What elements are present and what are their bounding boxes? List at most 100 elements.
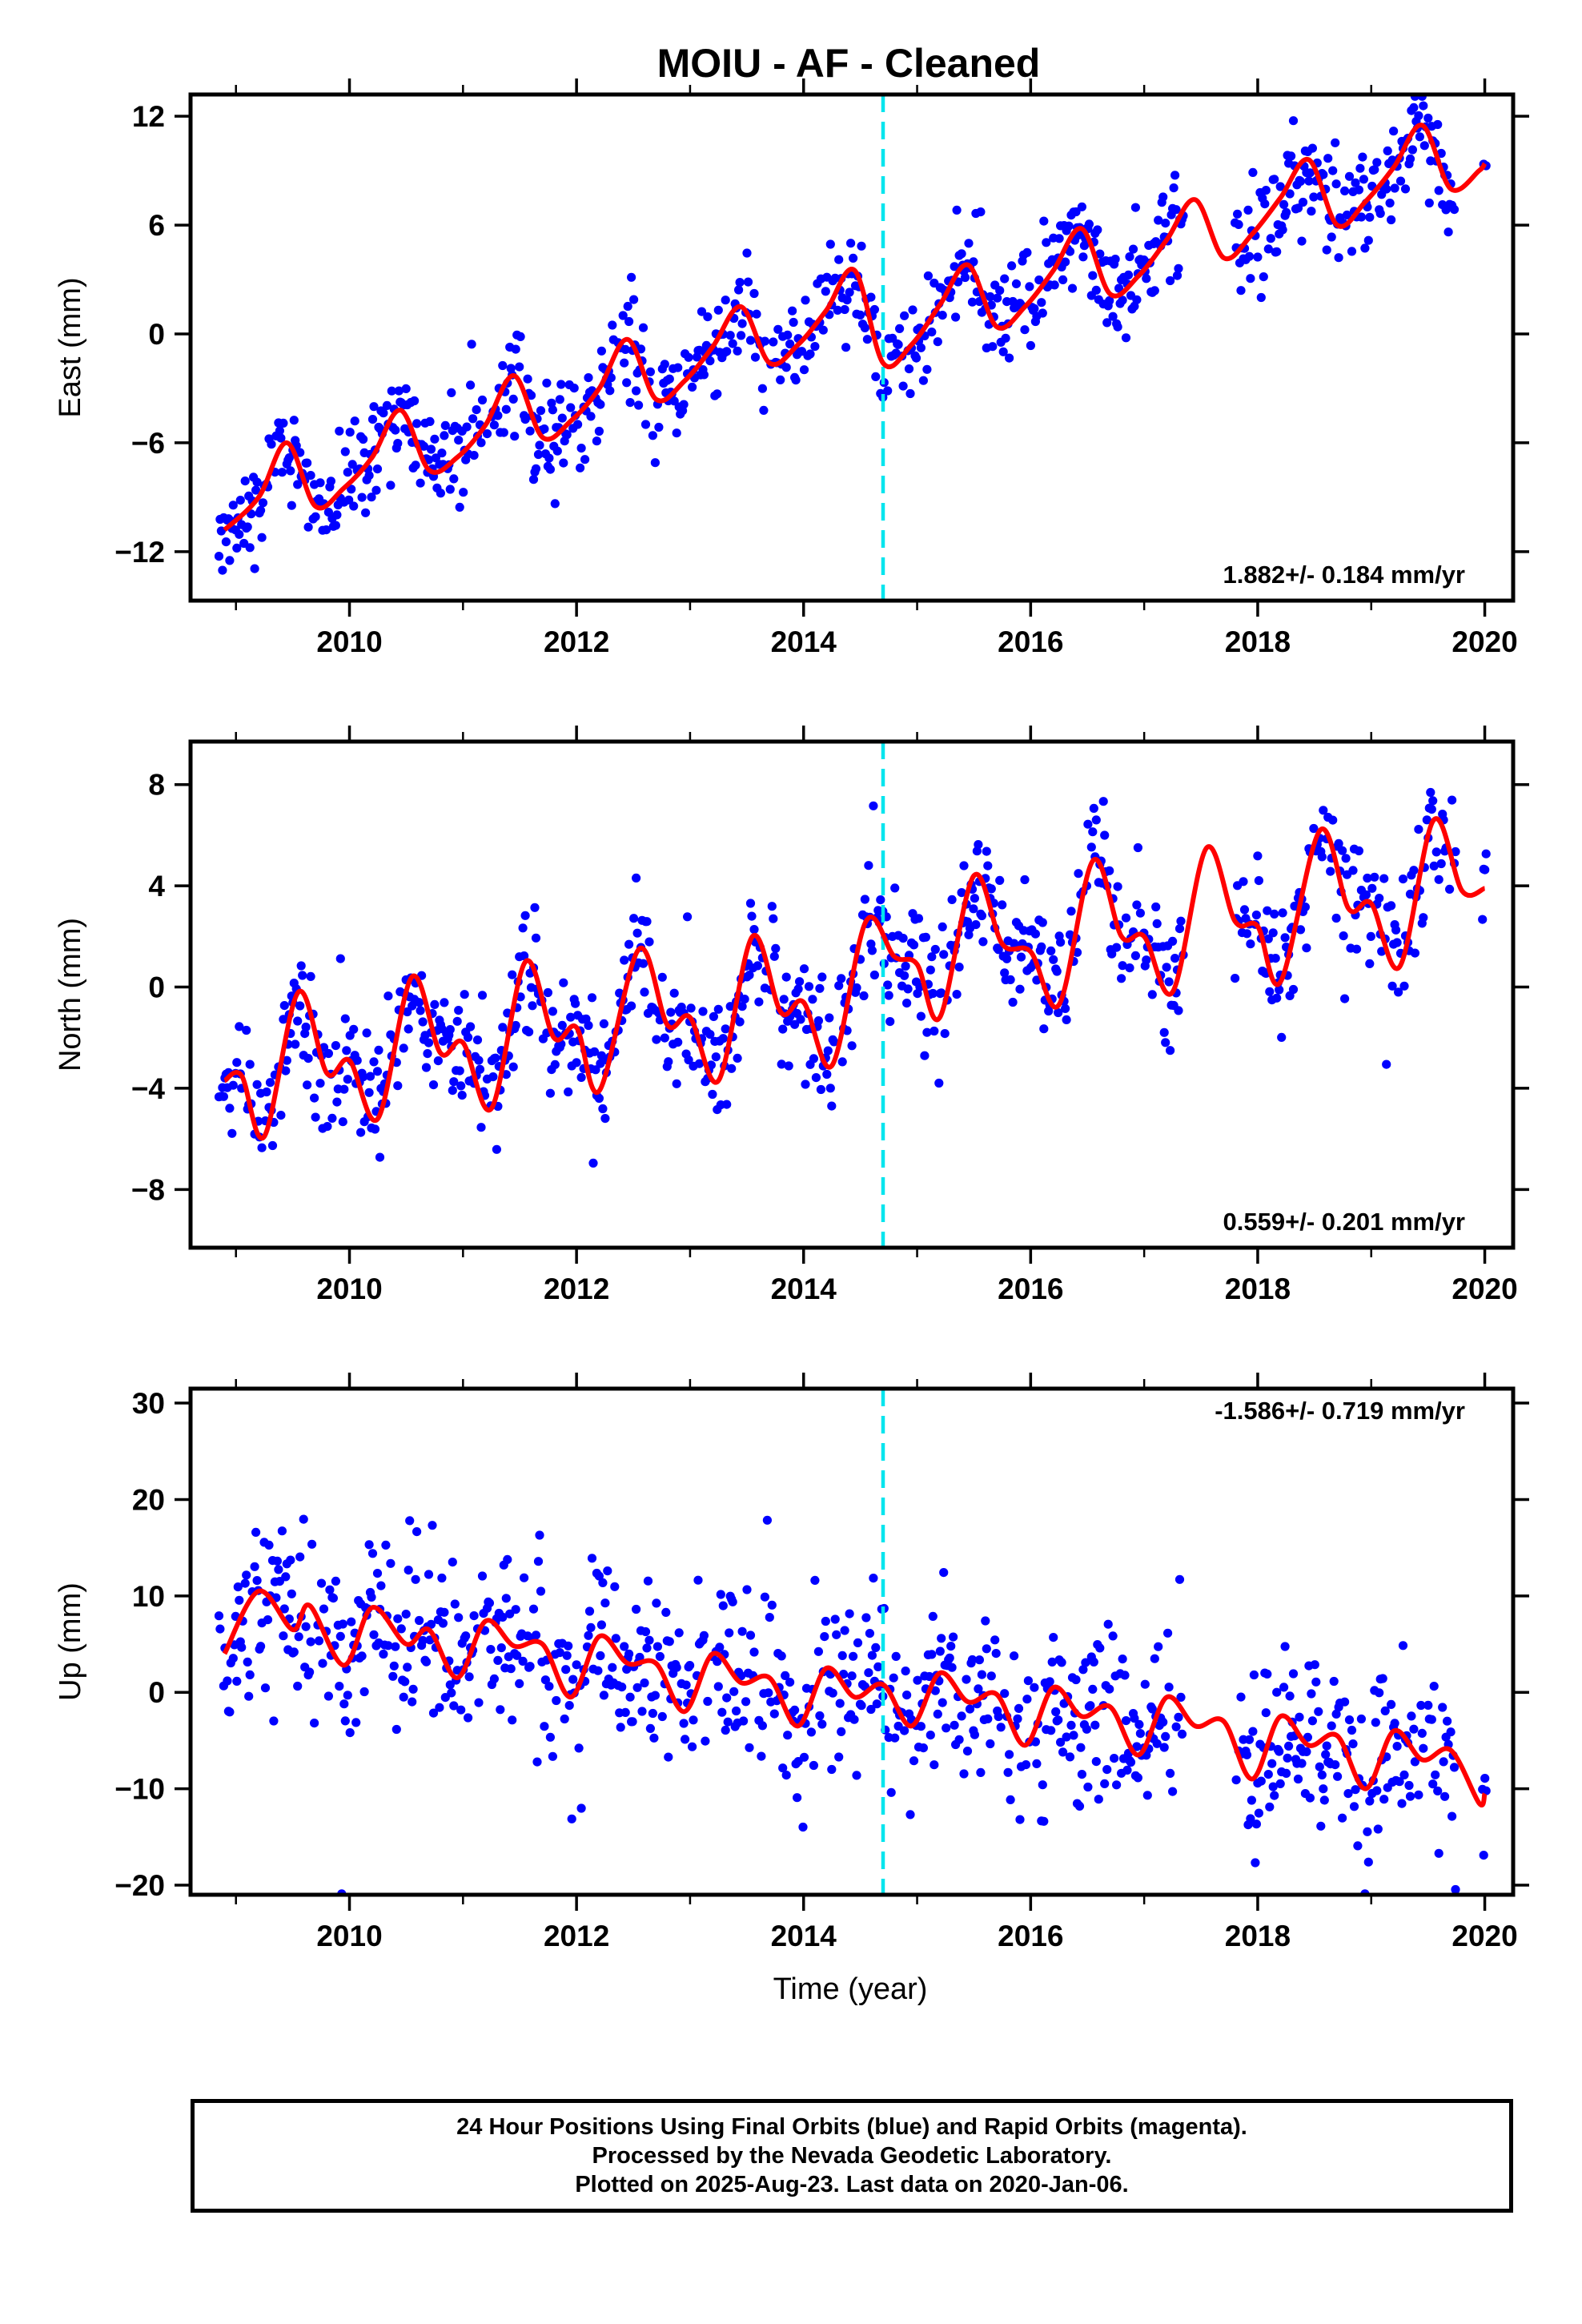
data-point (1134, 1719, 1144, 1729)
data-point (1285, 189, 1295, 199)
data-point (418, 1017, 428, 1027)
data-point (401, 1610, 411, 1619)
data-point (235, 529, 244, 539)
data-point (865, 1629, 874, 1638)
data-point (1020, 325, 1030, 335)
data-point (742, 1585, 752, 1594)
data-point (518, 1656, 528, 1666)
data-point (689, 1715, 698, 1725)
data-point (275, 426, 284, 436)
data-point (837, 1727, 846, 1736)
data-point (627, 1001, 636, 1011)
data-point (1433, 119, 1443, 130)
data-point (721, 1024, 730, 1034)
data-point (776, 375, 785, 384)
data-point (1105, 1684, 1114, 1694)
data-point (512, 1651, 522, 1660)
data-point (454, 436, 464, 445)
data-point (666, 1007, 676, 1017)
data-point (448, 1558, 457, 1567)
data-point (645, 1723, 656, 1733)
data-point (345, 1728, 355, 1738)
data-point (306, 971, 315, 981)
data-point (847, 1041, 857, 1051)
data-point (1285, 1691, 1295, 1701)
data-point (986, 884, 996, 894)
data-point (306, 1637, 315, 1647)
data-point (349, 501, 359, 511)
data-point (386, 480, 396, 490)
data-point (227, 1128, 237, 1138)
caption-line-1: 24 Hour Positions Using Final Orbits (bl… (456, 2114, 1247, 2140)
data-point (408, 1684, 418, 1694)
data-point (938, 1698, 947, 1707)
data-point (715, 1642, 725, 1652)
data-point (749, 1647, 759, 1657)
data-point (902, 1691, 912, 1700)
data-point (1244, 251, 1255, 261)
data-point (1344, 1715, 1355, 1725)
data-point (1371, 1718, 1380, 1727)
data-point (1158, 192, 1168, 202)
data-point (598, 1104, 608, 1114)
data-point (1022, 1695, 1032, 1704)
data-point (1331, 1760, 1340, 1770)
data-point (1322, 1741, 1331, 1751)
data-point (1091, 285, 1101, 295)
data-point (1305, 168, 1315, 178)
data-point (1113, 882, 1122, 891)
data-point (291, 1039, 300, 1049)
data-point (391, 1724, 401, 1735)
data-point (593, 1666, 603, 1675)
data-point (673, 363, 683, 372)
data-point (567, 1814, 576, 1823)
data-point (600, 1114, 610, 1124)
data-point (242, 1570, 251, 1580)
data-point (857, 241, 866, 251)
data-point (855, 310, 865, 320)
data-point (1372, 1786, 1382, 1795)
data-point (466, 1022, 476, 1031)
data-point (743, 277, 753, 287)
data-point (1054, 1715, 1063, 1725)
data-point (277, 468, 287, 477)
data-point (813, 1016, 823, 1026)
data-point (367, 415, 378, 424)
data-point (1071, 1675, 1081, 1685)
data-point (767, 1600, 777, 1610)
data-point (454, 1613, 464, 1622)
data-point (1331, 1709, 1341, 1719)
data-point (556, 380, 566, 389)
data-point (624, 1649, 634, 1659)
data-point (842, 296, 852, 305)
data-point (1236, 286, 1246, 296)
data-point (293, 1016, 303, 1026)
data-point (705, 356, 715, 366)
data-point (725, 331, 735, 340)
data-point (286, 1555, 295, 1565)
data-point (769, 914, 778, 923)
data-point (634, 400, 644, 410)
north-y-axis-label: North (mm) (54, 918, 87, 1072)
y-tick-label: 10 (132, 1580, 165, 1613)
data-point (861, 1613, 871, 1622)
data-point (1347, 247, 1357, 256)
data-point (1011, 279, 1022, 288)
data-point (569, 384, 579, 393)
data-point (664, 1057, 673, 1067)
data-point (1263, 906, 1272, 915)
data-point (1164, 1683, 1174, 1692)
data-point (1404, 1780, 1414, 1791)
data-point (608, 320, 617, 330)
data-point (1007, 261, 1017, 271)
data-point (933, 337, 942, 347)
data-point (461, 1631, 471, 1641)
data-point (447, 1688, 456, 1698)
data-point (913, 914, 924, 923)
data-point (245, 1059, 255, 1069)
data-point (1363, 1827, 1372, 1836)
data-point (1328, 166, 1338, 175)
data-point (421, 1657, 432, 1667)
data-point (1079, 241, 1089, 251)
data-point (1023, 1676, 1033, 1686)
